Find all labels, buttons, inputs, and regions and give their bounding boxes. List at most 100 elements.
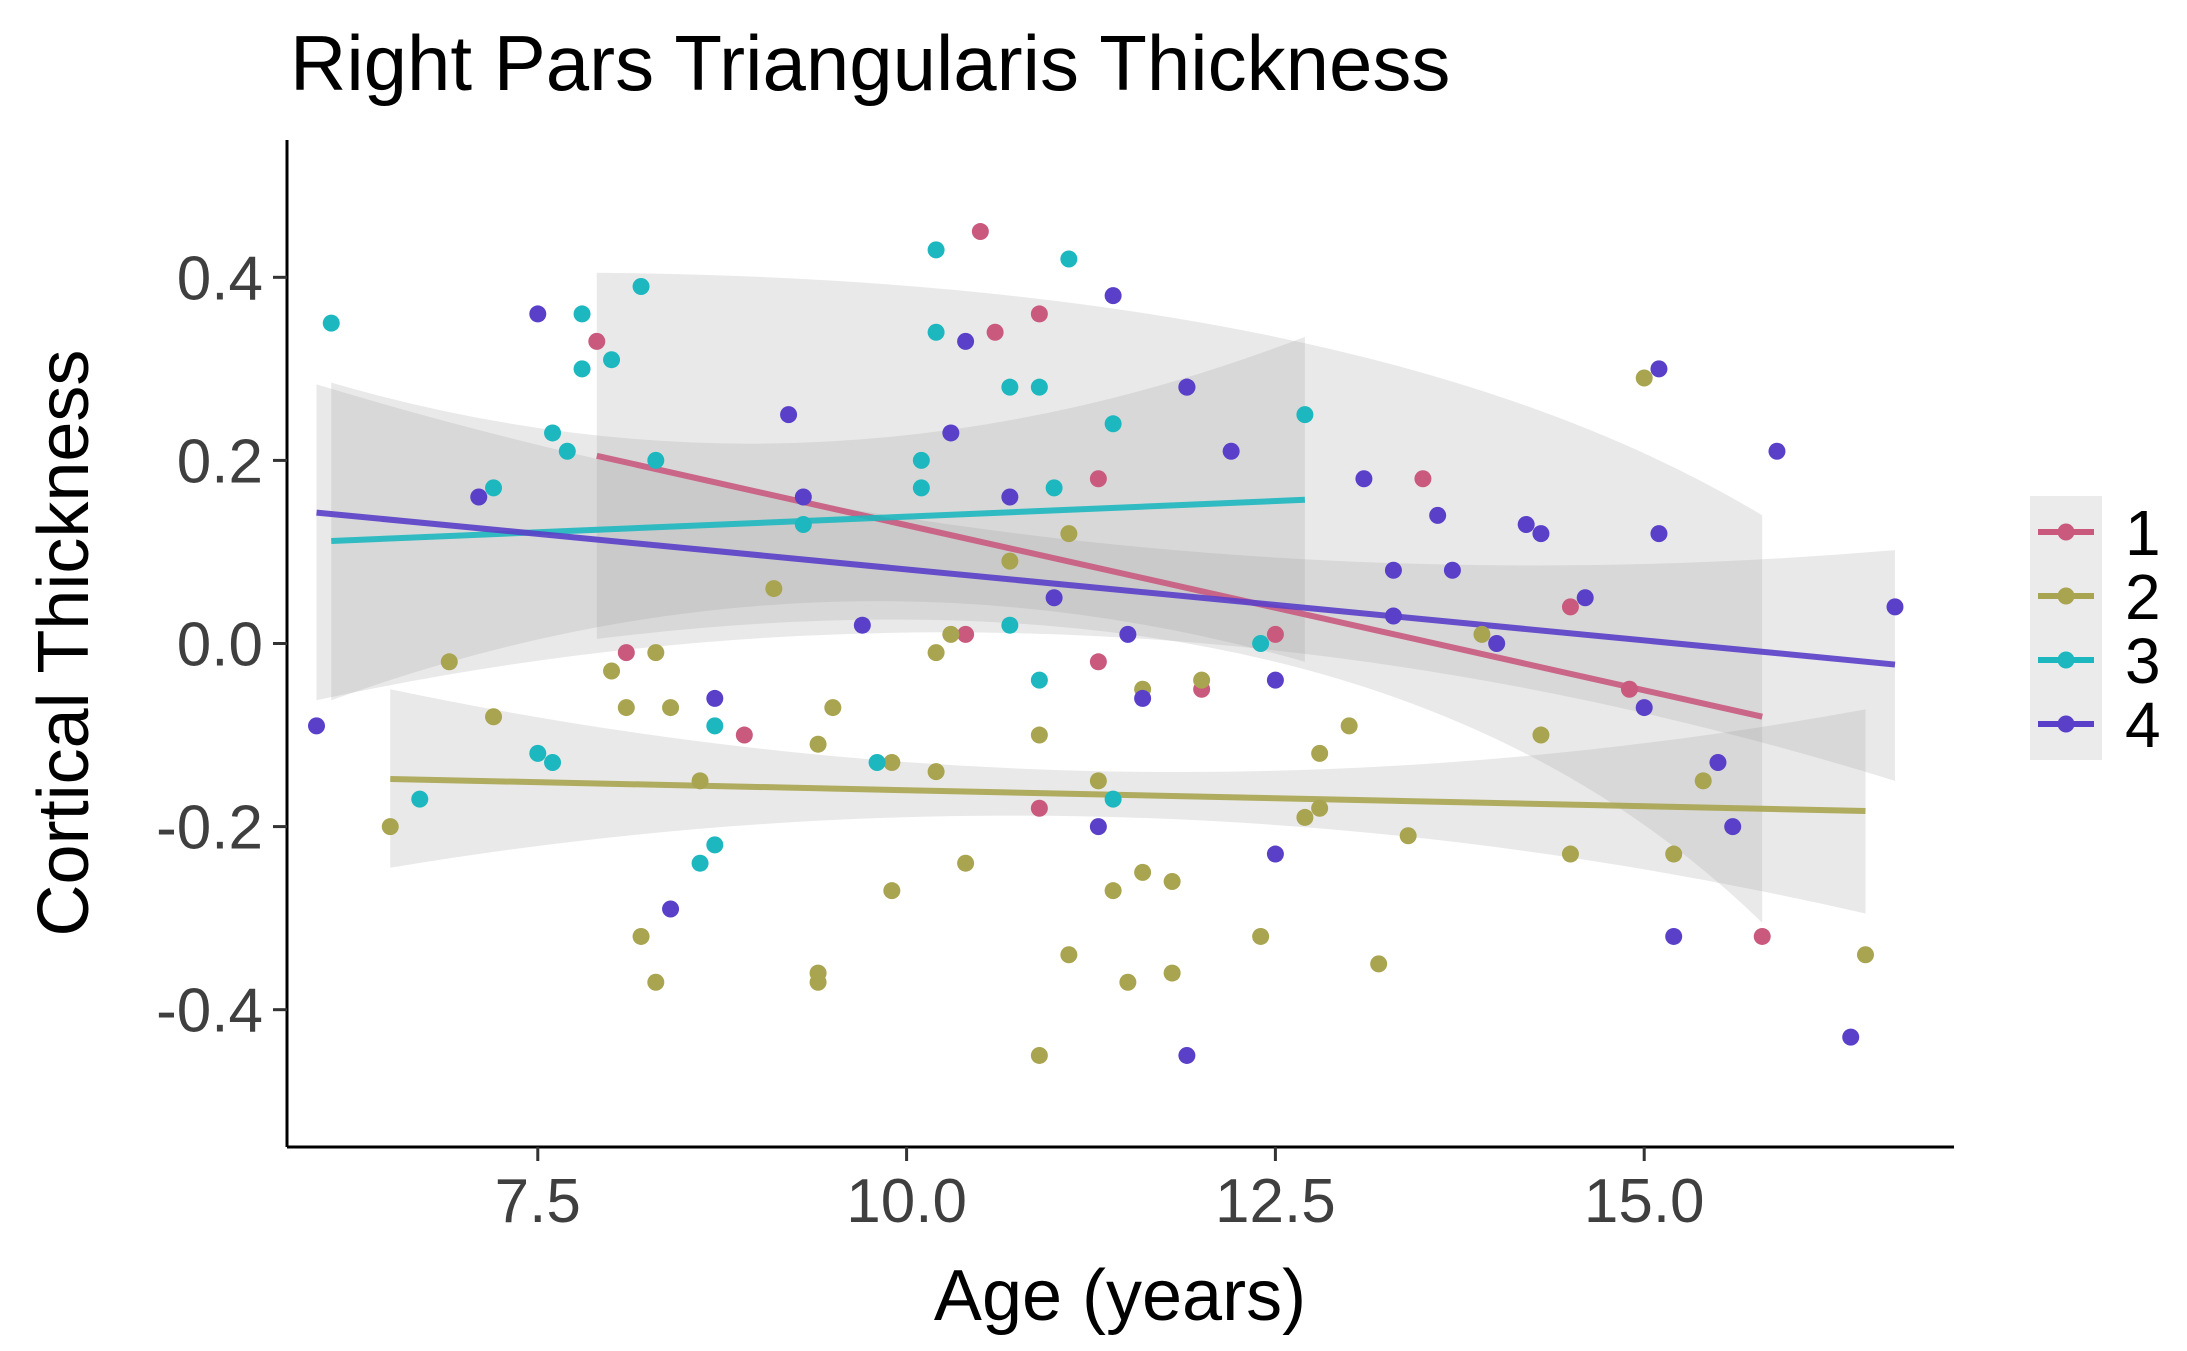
- point-series-3-2: [485, 479, 503, 497]
- point-series-3-17: [912, 451, 930, 469]
- point-series-3-30: [1296, 406, 1314, 424]
- point-series-4-26: [1443, 561, 1461, 579]
- point-series-2-9: [691, 772, 709, 790]
- point-series-2-27: [1104, 882, 1122, 900]
- point-series-1-11: [1266, 625, 1284, 643]
- point-series-3-11: [647, 451, 665, 469]
- trend-line-series-4: [316, 509, 1896, 668]
- y-axis-title: Cortical Thickness: [24, 350, 104, 937]
- point-series-1-1: [617, 644, 635, 662]
- point-series-4-13: [1119, 625, 1137, 643]
- point-series-3-1: [411, 790, 429, 808]
- point-series-2-14: [824, 699, 842, 717]
- point-series-2-34: [1252, 927, 1270, 945]
- point-series-1-3: [957, 625, 975, 643]
- point-series-3-27: [1104, 415, 1122, 433]
- data-points: [308, 223, 1904, 1064]
- point-series-2-25: [1060, 946, 1078, 964]
- point-series-3-14: [691, 854, 709, 872]
- point-series-3-29: [1252, 635, 1270, 652]
- point-series-2-17: [927, 644, 945, 662]
- point-series-2-28: [1119, 973, 1137, 991]
- point-series-2-38: [1340, 717, 1358, 735]
- point-series-2-31: [1163, 964, 1181, 982]
- point-series-4-21: [1266, 845, 1284, 863]
- point-series-2-15: [883, 754, 901, 772]
- point-series-2-10: [765, 580, 783, 598]
- point-series-3-23: [1030, 378, 1048, 396]
- point-series-2-45: [1665, 845, 1683, 863]
- point-series-4-2: [529, 305, 547, 323]
- point-series-4-3: [662, 900, 680, 918]
- point-series-2-32: [1163, 873, 1181, 891]
- point-series-4-1: [470, 488, 488, 506]
- point-series-4-17: [1178, 378, 1196, 396]
- ci-band-series-2: [390, 689, 1866, 914]
- point-series-2-20: [957, 854, 975, 872]
- point-series-4-36: [1724, 818, 1742, 836]
- point-series-2-4: [617, 699, 635, 717]
- x-axis-title: Age (years): [934, 1256, 1306, 1336]
- point-series-4-33: [1650, 360, 1668, 378]
- point-series-4-10: [1001, 488, 1019, 506]
- point-series-2-19: [942, 625, 960, 643]
- point-series-2-16: [883, 882, 901, 900]
- x-tick-label: 15.0: [1584, 1167, 1705, 1236]
- point-series-3-12: [706, 717, 724, 735]
- point-series-4-37: [1768, 442, 1786, 460]
- y-tick-label: -0.4: [156, 977, 263, 1046]
- point-series-2-22: [1030, 726, 1048, 744]
- point-series-3-7: [573, 305, 591, 323]
- point-series-4-27: [1488, 635, 1506, 652]
- point-series-2-41: [1473, 625, 1491, 643]
- legend-key-point-3: [2057, 651, 2075, 669]
- point-series-2-35: [1296, 808, 1314, 826]
- point-series-3-5: [544, 424, 562, 442]
- ci-band-series-4: [316, 384, 1895, 781]
- point-series-2-8: [662, 699, 680, 717]
- point-series-4-11: [1045, 589, 1063, 607]
- point-series-1-15: [1753, 927, 1771, 945]
- point-series-3-28: [1104, 790, 1122, 808]
- point-series-2-36: [1311, 799, 1329, 817]
- point-series-2-44: [1635, 369, 1653, 387]
- point-series-2-6: [647, 644, 665, 662]
- point-series-2-40: [1399, 827, 1417, 845]
- point-series-3-22: [1001, 616, 1019, 634]
- point-series-4-20: [1266, 671, 1284, 689]
- point-series-3-10: [632, 277, 650, 295]
- point-series-4-32: [1650, 525, 1668, 543]
- chart-title: Right Pars Triangularis Thickness: [290, 19, 1450, 107]
- point-series-2-24: [1060, 525, 1078, 543]
- point-series-1-5: [986, 323, 1004, 341]
- legend-key-point-4: [2057, 715, 2075, 733]
- point-series-4-12: [1104, 287, 1122, 305]
- x-tick-label: 10.0: [846, 1167, 967, 1236]
- point-series-2-23: [1030, 1046, 1048, 1064]
- point-series-3-20: [927, 323, 945, 341]
- point-series-4-39: [1886, 598, 1904, 616]
- point-series-3-24: [1030, 671, 1048, 689]
- point-series-3-18: [912, 479, 930, 497]
- legend-label-1: 1: [2125, 497, 2161, 569]
- x-axis-ticks: 7.5 10.0 12.5 15.0: [495, 1147, 1705, 1236]
- point-series-2-3: [603, 662, 621, 680]
- point-series-1-6: [1030, 305, 1048, 323]
- point-series-2-13: [809, 964, 827, 982]
- x-tick-label: 12.5: [1215, 1167, 1336, 1236]
- point-series-4-6: [794, 488, 812, 506]
- point-series-4-18: [1178, 1046, 1196, 1064]
- point-series-1-4: [971, 223, 989, 241]
- point-series-4-4: [706, 689, 724, 707]
- legend-label-3: 3: [2125, 625, 2161, 697]
- point-series-4-24: [1384, 561, 1402, 579]
- point-series-4-25: [1429, 506, 1447, 524]
- point-series-2-11: [809, 735, 827, 753]
- point-series-4-22: [1355, 470, 1373, 488]
- point-series-2-5: [632, 927, 650, 945]
- point-series-3-9: [603, 351, 621, 369]
- point-series-4-29: [1532, 525, 1550, 543]
- point-series-3-6: [558, 442, 576, 460]
